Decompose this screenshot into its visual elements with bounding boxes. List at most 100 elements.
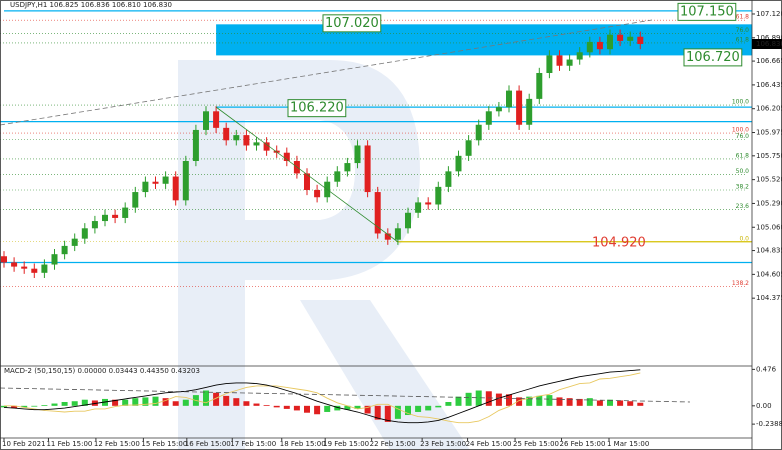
level-label-box [287, 99, 347, 118]
candle-body [91, 221, 98, 229]
candle-body [162, 176, 169, 184]
y-tick-label: 105.290 [756, 199, 782, 207]
indicator-trend [0, 387, 691, 403]
fibo-label: 76.0 [736, 27, 750, 34]
histogram-bar [485, 391, 492, 406]
candle-body [51, 254, 58, 265]
histogram-bar [576, 398, 583, 406]
candle-body [142, 181, 149, 193]
y-tick-label: 104.605 [756, 270, 782, 278]
candle-body [283, 152, 290, 161]
indicator-title: MACD-2 (50,150,15) 0.00000 0.03443 0.443… [4, 367, 200, 375]
level-label: 107.020 [325, 16, 379, 31]
x-tick-label: 18 Feb 15:00 [280, 440, 326, 448]
candle-body [253, 142, 260, 146]
candle-body [435, 186, 442, 205]
y-tick-label: 106.665 [756, 57, 782, 65]
histogram-bar [31, 405, 38, 407]
y-tick-label: 104.835 [756, 247, 782, 255]
fibo-label: 100.0 [732, 127, 749, 134]
symbol-header: USDJPY,H1 106.825 106.836 106.810 106.83… [10, 1, 172, 9]
candle-body [415, 202, 422, 213]
fibo-label: 61.8 [736, 36, 750, 43]
histogram-bar [172, 401, 179, 406]
candle-body [405, 212, 411, 229]
histogram-bar [374, 405, 381, 420]
x-tick-label: 19 Feb 15:00 [323, 440, 369, 448]
histogram-bar [273, 405, 280, 408]
histogram-bar [364, 405, 371, 414]
fibo-label: 61.8 [736, 152, 750, 159]
histogram-bar [233, 398, 240, 406]
candle-body [627, 36, 634, 41]
histogram-bar [526, 396, 533, 406]
last-price-box [752, 39, 782, 50]
histogram-bar [495, 393, 502, 406]
candle-body [506, 90, 512, 108]
candle-body [243, 135, 250, 146]
histogram-bar [475, 390, 482, 406]
histogram-bar [354, 405, 361, 409]
histogram-bar [445, 402, 452, 406]
histogram-bar [516, 397, 523, 406]
y-tick-label: 105.750 [756, 152, 782, 160]
candle-body [61, 245, 68, 255]
level-label-box [322, 14, 382, 33]
histogram-bar [112, 399, 119, 406]
trend-line [0, 19, 653, 126]
histogram-bar [41, 405, 48, 406]
candle-body [354, 145, 361, 164]
histogram-bar [81, 399, 88, 406]
fibo-label: 50.0 [736, 168, 750, 175]
histogram-bar [253, 403, 260, 406]
y-tick-label: 104.375 [756, 294, 782, 302]
candle-body [203, 111, 209, 130]
histogram-bar [465, 392, 472, 406]
y-tick-label: 105.975 [756, 129, 782, 137]
y-tick-label: 106.205 [756, 105, 782, 113]
histogram-bar [566, 398, 573, 406]
macd-line [3, 369, 641, 424]
candle-body [364, 145, 371, 193]
candle-body [617, 34, 624, 41]
candle-body [21, 266, 28, 269]
level-label: 106.720 [686, 50, 740, 65]
signal-line [4, 372, 641, 424]
candle-body [314, 189, 321, 198]
histogram-bar [162, 398, 169, 406]
candle-body [374, 192, 381, 234]
histogram-bar [51, 403, 58, 406]
candle-body [495, 107, 502, 112]
histogram-bar [71, 401, 78, 406]
histogram-bar [617, 400, 624, 406]
histogram-bar [1, 405, 7, 408]
histogram-bar [455, 396, 462, 406]
candle-body [607, 34, 613, 50]
plot-layer: 161.876.061.8100.0100.076.061.850.038.22… [0, 10, 753, 424]
last-price-label: 106.830 [756, 40, 782, 48]
y-tick-label: 105.060 [756, 223, 782, 231]
candle-body [132, 192, 139, 208]
x-tick-label: 15 Feb 15:00 [141, 440, 187, 448]
candle-body [536, 72, 543, 99]
candle-body [425, 202, 432, 205]
histogram-bar [314, 405, 321, 415]
level-label-box [683, 48, 743, 67]
fibo-label: 23.6 [736, 203, 750, 210]
candle-body [596, 41, 603, 50]
histogram-bar [152, 396, 159, 406]
candle-body [71, 238, 78, 246]
candle-body [556, 55, 563, 66]
histogram-bar [394, 405, 401, 419]
histogram-bar [596, 400, 603, 406]
candle-body [213, 111, 220, 128]
y-tick-label: 105.520 [756, 176, 782, 184]
candle-body [81, 228, 88, 239]
candle-body [192, 129, 199, 161]
histogram-bar [324, 405, 331, 412]
candle-body [31, 268, 38, 273]
watermark [178, 60, 470, 450]
candle-body [41, 264, 48, 273]
histogram-bar [293, 405, 300, 411]
histogram-bar [283, 405, 290, 409]
